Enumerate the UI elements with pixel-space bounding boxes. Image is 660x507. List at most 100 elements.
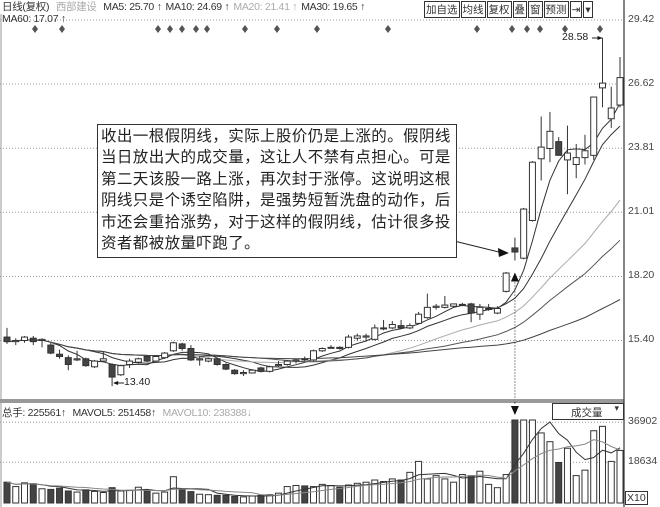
volume-bar-up [546,441,554,504]
candle-down [187,347,195,361]
note-pointer-line [449,239,504,254]
candle-up [283,360,291,366]
candle-down [3,336,11,343]
candle-up [292,359,300,362]
volume-bar-up [38,488,46,504]
note-arrow-icon [497,248,509,258]
toolbar-button[interactable]: 加自选 [424,1,460,18]
period-label[interactable]: 日线(复权) [2,1,50,13]
volume-bar-up [388,478,396,504]
volume-bar-up [161,491,169,504]
volume-bar-down [47,488,55,504]
candle-up [362,335,370,338]
volume-bar-up [598,425,606,504]
candle-down [64,357,72,366]
info-marker-icon [59,25,65,33]
volume-bar-up [152,492,160,504]
indicator-select[interactable]: 成交量 ▾ [552,403,624,420]
note-line: 阴线只是个诱空陷阱，是强势短暂洗盘的动作，后 [101,191,451,210]
candle-up [274,364,282,367]
volume-bar-up [21,482,29,504]
candle-down [511,247,519,253]
candle-down [178,343,186,349]
volume-bar-up [563,447,571,504]
volume-bar-down [555,461,563,504]
ma10-line [6,125,621,368]
info-marker-icon [193,25,199,33]
volume-bar-up [415,460,423,504]
candle-up [598,82,606,89]
ma-legend-item: MA30: 19.65 ↑ [301,1,366,13]
info-marker-icon [242,25,248,33]
toolbar-button[interactable]: 叠 [512,1,527,18]
candle-up [546,130,554,149]
arrow-left-icon [113,381,119,385]
volume-header: 总手: 225561↑ MAVOL5: 251458↑ MAVOL10: 238… [2,405,256,420]
volume-bar-down [511,419,519,504]
volume-bar-up [126,489,134,504]
volume-bar-down [467,475,475,504]
volume-bar-up [327,484,335,504]
price-tick-label: 26.62 [628,77,655,89]
candle-down [257,367,265,372]
volume-bar-up [204,494,212,504]
volume-bar-up [432,475,440,504]
candle-up [204,358,212,362]
candle-down [108,364,116,378]
volume-bar-up [616,449,624,504]
toolbar-button[interactable]: 均线 [460,1,486,18]
candle-down [29,337,37,343]
volume-bar-up [362,481,370,504]
toolbar-button[interactable]: 预测 [543,1,569,18]
info-marker-icon [562,25,568,33]
volume-bar-up [590,430,598,504]
candle-down [336,346,344,349]
note-line: 市还会重拾涨势，对于这样的假阴线，估计很多投 [101,212,451,231]
chart-header: 日线(复权) 西部建设 MA5: 25.70 ↑ MA10: 24.69 ↑ MA2… [2,1,418,25]
volume-bar-down [178,489,186,504]
note-line: 收出一根假阴线，实际上股价仍是上涨的。假阴线 [101,127,451,145]
candle-up [563,152,571,161]
info-marker-icon [509,25,515,33]
toolbar-button[interactable]: 复权 [486,1,512,18]
candle-up [161,352,169,359]
candle-down [222,364,230,370]
candle-up [327,346,335,349]
candle-up [380,327,388,330]
volume-bar-up [423,478,431,504]
toolbar-button[interactable]: ▾ [583,1,593,18]
volume-bar-up [371,479,379,504]
note-line: 第二天该股一路上涨，再次封于涨停。这说明这根 [101,169,451,188]
volume-bar-up [274,492,282,504]
high-price-label: 28.58 [562,31,589,43]
volume-bar-up [502,474,510,504]
total-volume: 总手: 225561↑ [2,407,66,419]
mavol5-value: MAVOL5: 251458↑ [72,407,156,419]
candle-up [239,372,247,375]
toolbar-button[interactable]: 窗 [528,1,543,18]
volume-bar-up [493,487,501,504]
info-marker-icon [274,25,280,33]
ma-legend: MA5: 25.70 ↑ MA10: 24.69 ↑ MA20: 21.41 ↑ MA… [2,1,369,25]
candle-up [12,339,20,343]
candle-up [371,327,379,340]
ma-legend-item: MA60: 17.07 ↑ [2,13,66,25]
candle-up [73,358,81,361]
candle-up [450,303,458,307]
toolbar-button[interactable]: ⇥ [569,1,583,18]
info-marker-icon [179,25,185,33]
candle-up [91,360,99,368]
candle-up [248,369,256,374]
info-marker-icon [167,25,173,33]
volume-bar-up [239,496,247,504]
up-arrow-icon: ↑ [224,1,230,13]
candle-up [458,303,466,306]
candle-up [152,355,160,362]
volume-bar-up [581,469,589,504]
volume-bar-up [310,486,317,504]
volume-bar-down [213,494,221,504]
up-arrow-icon: ↑ [292,1,298,13]
candle-up [99,358,107,362]
volume-bar-up [99,491,107,504]
volume-bar-up [607,460,615,504]
